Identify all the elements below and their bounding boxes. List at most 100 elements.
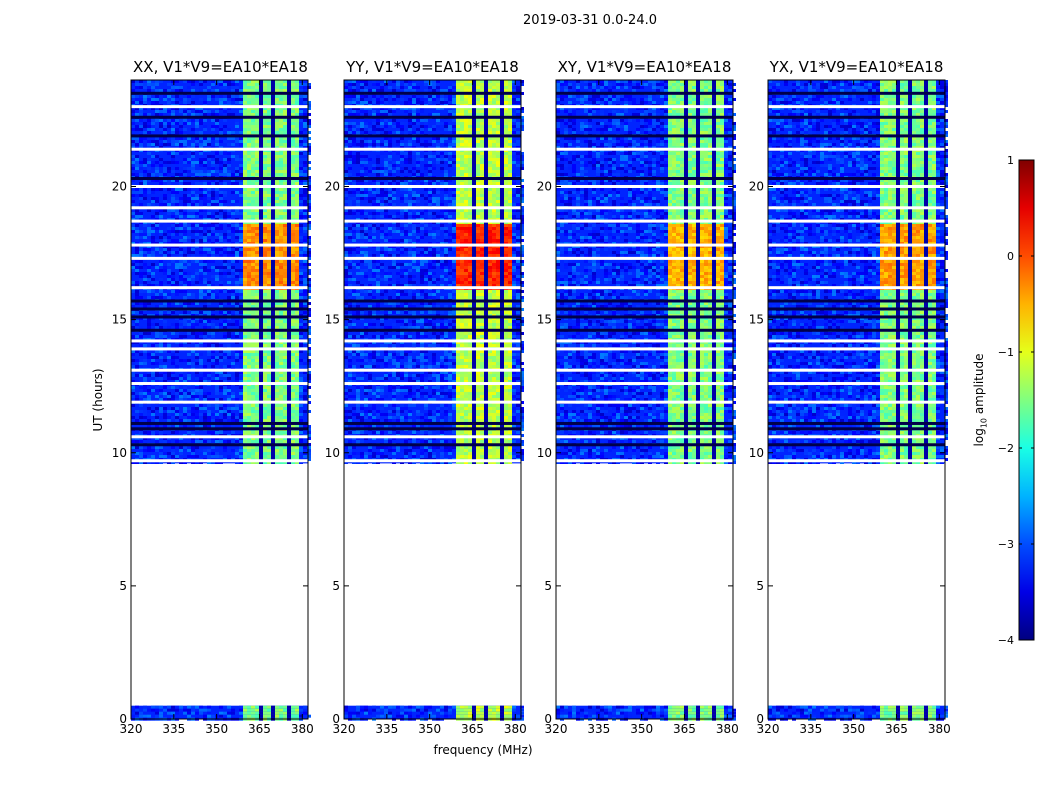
heatmap-cell xyxy=(456,89,460,92)
heatmap-cell xyxy=(211,182,215,185)
heatmap-cell xyxy=(295,269,299,272)
heatmap-cell xyxy=(287,431,291,434)
flagged-row-white xyxy=(131,105,308,108)
heatmap-cell xyxy=(163,194,167,197)
heatmap-cell xyxy=(187,170,191,173)
heatmap-cell xyxy=(263,365,267,368)
heatmap-cell xyxy=(235,311,239,314)
heatmap-cell xyxy=(380,95,384,98)
heatmap-cell xyxy=(163,413,167,416)
heatmap-cell xyxy=(392,706,396,709)
heatmap-cell xyxy=(295,182,299,185)
heatmap-cell xyxy=(243,86,247,89)
heatmap-cell xyxy=(175,410,179,413)
heatmap-cell xyxy=(291,140,295,143)
heatmap-cell xyxy=(283,95,287,98)
heatmap-cell xyxy=(131,194,135,197)
heatmap-cell xyxy=(135,706,139,709)
heatmap-cell xyxy=(191,113,195,116)
heatmap-cell xyxy=(143,251,147,254)
heatmap-cell xyxy=(412,95,416,98)
heatmap-cell xyxy=(155,712,159,715)
heatmap-cell xyxy=(143,413,147,416)
heatmap-cell xyxy=(235,377,239,380)
heatmap-cell xyxy=(227,332,231,335)
heatmap-cell xyxy=(183,296,187,299)
heatmap-cell xyxy=(408,89,412,92)
heatmap-cell xyxy=(187,293,191,296)
heatmap-cell xyxy=(271,296,275,299)
heatmap-cell xyxy=(271,170,275,173)
heatmap-cell xyxy=(239,323,243,326)
heatmap-cell xyxy=(215,455,219,458)
heatmap-cell xyxy=(239,416,243,419)
heatmap-cell xyxy=(295,158,299,161)
heatmap-cell xyxy=(291,449,295,452)
heatmap-cell xyxy=(135,323,139,326)
heatmap-cell xyxy=(231,709,235,712)
heatmap-cell xyxy=(203,152,207,155)
heatmap-cell xyxy=(155,212,159,215)
heatmap-cell xyxy=(143,395,147,398)
heatmap-cell xyxy=(251,353,255,356)
heatmap-cell xyxy=(211,266,215,269)
heatmap-cell xyxy=(191,392,195,395)
heatmap-cell xyxy=(183,98,187,101)
heatmap-cell xyxy=(348,715,352,718)
heatmap-cell xyxy=(432,86,436,89)
heatmap-cell xyxy=(255,233,259,236)
heatmap-cell xyxy=(191,143,195,146)
heatmap-cell xyxy=(291,410,295,413)
heatmap-cell xyxy=(195,332,199,335)
heatmap-cell xyxy=(259,122,263,125)
heatmap-cell xyxy=(243,320,247,323)
heatmap-cell xyxy=(275,272,279,275)
heatmap-cell xyxy=(255,404,259,407)
heatmap-cell xyxy=(287,712,291,715)
heatmap-cell xyxy=(275,386,279,389)
heatmap-cell xyxy=(163,173,167,176)
heatmap-cell xyxy=(215,140,219,143)
heatmap-cell xyxy=(267,326,271,329)
heatmap-cell xyxy=(211,230,215,233)
heatmap-cell xyxy=(199,137,203,140)
heatmap-cell xyxy=(223,416,227,419)
heatmap-cell xyxy=(251,125,255,128)
heatmap-cell xyxy=(291,194,295,197)
heatmap-cell xyxy=(219,440,223,443)
heatmap-cell xyxy=(167,356,171,359)
heatmap-cell xyxy=(440,709,444,712)
heatmap-cell xyxy=(195,395,199,398)
heatmap-cell xyxy=(279,410,283,413)
heatmap-cell xyxy=(175,440,179,443)
heatmap-cell xyxy=(183,712,187,715)
heatmap-cell xyxy=(287,398,291,401)
heatmap-cell xyxy=(203,332,207,335)
heatmap-cell xyxy=(279,89,283,92)
heatmap-cell xyxy=(287,212,291,215)
heatmap-cell xyxy=(291,200,295,203)
heatmap-cell xyxy=(448,89,452,92)
heatmap-cell xyxy=(452,83,456,86)
heatmap-cell xyxy=(239,227,243,230)
heatmap-cell xyxy=(179,119,183,122)
heatmap-cell xyxy=(291,377,295,380)
heatmap-cell xyxy=(267,191,271,194)
heatmap-cell xyxy=(279,275,283,278)
heatmap-cell xyxy=(175,188,179,191)
heatmap-cell xyxy=(251,706,255,709)
heatmap-cell xyxy=(468,715,472,718)
heatmap-cell xyxy=(259,95,263,98)
heatmap-cell xyxy=(291,353,295,356)
heatmap-cell xyxy=(247,191,251,194)
heatmap-cell xyxy=(231,712,235,715)
heatmap-cell xyxy=(295,359,299,362)
heatmap-cell xyxy=(259,374,263,377)
heatmap-cell xyxy=(283,164,287,167)
heatmap-cell xyxy=(259,251,263,254)
heatmap-cell xyxy=(183,128,187,131)
heatmap-cell xyxy=(247,293,251,296)
heatmap-cell xyxy=(239,278,243,281)
heatmap-cell xyxy=(251,131,255,134)
heatmap-cell xyxy=(231,395,235,398)
